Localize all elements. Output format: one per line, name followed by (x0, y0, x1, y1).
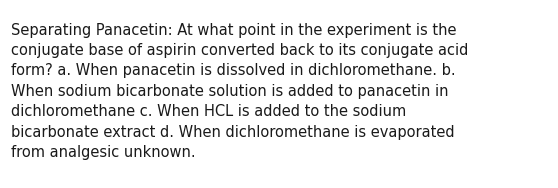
Text: Separating Panacetin: At what point in the experiment is the
conjugate base of a: Separating Panacetin: At what point in t… (11, 23, 469, 160)
